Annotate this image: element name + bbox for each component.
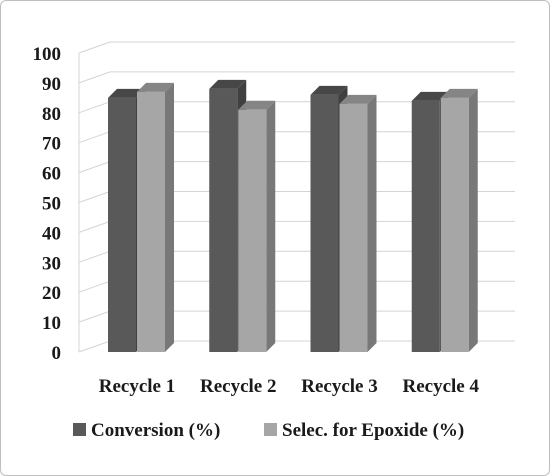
y-tick-label: 40 xyxy=(42,223,61,244)
bar-front xyxy=(209,88,238,352)
bar-side xyxy=(468,88,478,352)
bar-top xyxy=(209,79,247,89)
bar-top xyxy=(440,88,478,98)
legend-label-conversion: Conversion (%) xyxy=(91,420,220,441)
bar-front xyxy=(411,100,440,352)
bar-front xyxy=(238,109,267,352)
gridline-depth xyxy=(78,220,111,233)
legend-swatch-selectivity xyxy=(264,423,277,436)
gridline-depth xyxy=(78,191,111,203)
bar xyxy=(238,100,276,352)
bar-top xyxy=(411,91,449,101)
gridline-depth xyxy=(78,101,111,114)
y-axis: 0 10 20 30 40 50 60 70 80 90 100 xyxy=(33,44,62,364)
y-tick-label: 100 xyxy=(33,44,62,65)
x-axis-labels: Recycle 1 Recycle 2 Recycle 3 Recycle 4 xyxy=(99,376,480,397)
legend-label-selectivity: Selec. for Epoxide (%) xyxy=(282,420,464,441)
gridline-depth xyxy=(78,161,111,174)
gridline-depth xyxy=(78,310,111,323)
bar-top xyxy=(108,88,145,98)
gridline-depth xyxy=(78,340,111,353)
x-tick-label: Recycle 4 xyxy=(403,376,480,397)
y-tick-label: 30 xyxy=(42,253,61,274)
y-tick-label: 70 xyxy=(42,134,61,155)
y-tick-label: 60 xyxy=(42,164,61,185)
bar-top xyxy=(310,85,348,95)
x-tick-label: Recycle 1 xyxy=(99,376,175,397)
bar-top xyxy=(339,94,377,104)
y-tick-label: 10 xyxy=(42,313,61,334)
gridline-depth xyxy=(78,71,111,84)
bar-top xyxy=(137,82,174,92)
bar-front xyxy=(137,91,165,353)
y-tick-label: 50 xyxy=(42,194,61,215)
legend-swatch-conversion xyxy=(73,423,86,436)
bar xyxy=(440,88,478,352)
y-tick-label: 80 xyxy=(42,104,61,125)
bar-front xyxy=(339,103,368,352)
bar-front xyxy=(440,97,469,352)
legend: Conversion (%) Selec. for Epoxide (%) xyxy=(73,420,464,441)
gridline-depth xyxy=(78,280,111,293)
bar-side xyxy=(165,82,174,353)
y-tick-label: 20 xyxy=(42,283,61,304)
bar-front xyxy=(310,94,339,353)
y-tick-label: 0 xyxy=(52,343,62,364)
gridline-depth xyxy=(78,41,111,54)
x-tick-label: Recycle 2 xyxy=(200,376,276,397)
bar xyxy=(137,82,174,353)
x-tick-label: Recycle 3 xyxy=(301,376,377,397)
gridline-depth xyxy=(78,250,111,263)
y-tick-label: 90 xyxy=(42,74,61,95)
bar-top xyxy=(238,100,276,110)
bar-front xyxy=(108,97,136,352)
bar xyxy=(339,94,377,352)
bars xyxy=(108,79,478,353)
gridline-depth xyxy=(78,131,111,144)
bar-side xyxy=(266,100,276,352)
bar-side xyxy=(367,94,377,352)
